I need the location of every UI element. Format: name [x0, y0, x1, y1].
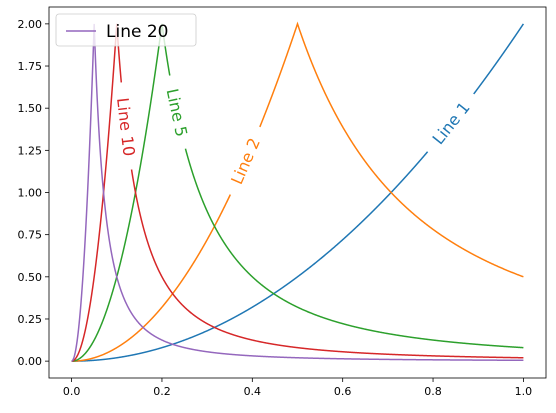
- x-tick-label: 0.4: [244, 385, 262, 398]
- y-tick-label: 1.50: [18, 102, 43, 115]
- y-tick-label: 1.25: [18, 144, 43, 157]
- y-tick-label: 1.75: [18, 60, 43, 73]
- y-tick-label: 0.50: [18, 271, 43, 284]
- x-tick-label: 0.2: [153, 385, 171, 398]
- legend: Line 20: [56, 14, 196, 46]
- y-tick-label: 1.00: [18, 187, 43, 200]
- x-tick-label: 0.0: [63, 385, 81, 398]
- y-tick-label: 0.25: [18, 313, 43, 326]
- x-tick-label: 0.6: [334, 385, 352, 398]
- y-tick-label: 0.75: [18, 229, 43, 242]
- legend-entry: Line 20: [106, 22, 168, 42]
- y-tick-label: 2.00: [18, 18, 43, 31]
- axes-background: [49, 7, 546, 378]
- y-tick-label: 0.00: [18, 355, 43, 368]
- x-tick-label: 1.0: [515, 385, 533, 398]
- x-tick-label: 0.8: [424, 385, 442, 398]
